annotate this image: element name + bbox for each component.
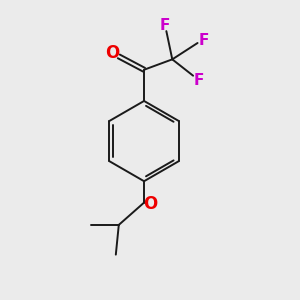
Text: F: F	[160, 18, 170, 33]
Text: F: F	[194, 73, 204, 88]
Text: O: O	[105, 44, 119, 62]
Text: F: F	[199, 32, 209, 47]
Text: O: O	[143, 195, 158, 213]
